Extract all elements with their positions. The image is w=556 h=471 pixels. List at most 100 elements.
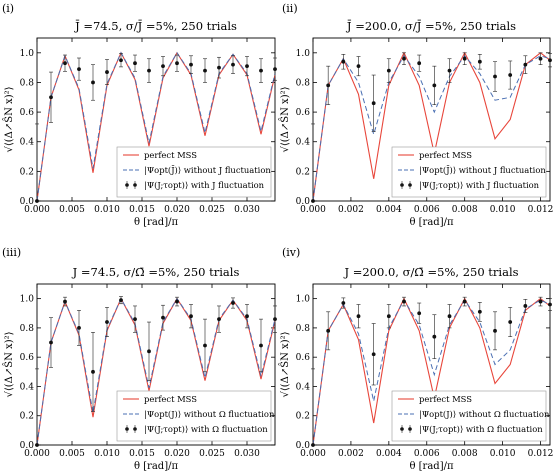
legend-label: perfect MSS [144, 394, 197, 404]
x-tick-label: 0.020 [164, 449, 190, 459]
data-point [175, 299, 179, 304]
chart-title: J̄ =74.5, σ/J̄ =5%, 250 trials [74, 19, 237, 33]
data-point [462, 299, 467, 304]
data-point [538, 56, 543, 61]
data-point [356, 314, 361, 319]
panel-label: (ii) [282, 2, 298, 15]
data-point [402, 56, 406, 61]
y-tick-label: 0.0 [20, 197, 35, 207]
y-tick-label: 0.0 [296, 197, 311, 207]
legend-label: |Ψ(J;τopt)⟩ with J fluctuation [144, 180, 265, 191]
data-point [273, 317, 277, 322]
data-point [77, 326, 81, 330]
x-tick-label: 0.000 [300, 449, 326, 459]
data-point [432, 83, 437, 88]
data-point [203, 343, 207, 348]
x-tick-label: 0.002 [338, 205, 364, 215]
x-tick-label: 0.010 [94, 205, 120, 215]
data-point [432, 334, 437, 339]
y-tick-label: 0.4 [20, 138, 35, 148]
data-point [326, 83, 331, 88]
y-tick-label: 0.8 [296, 78, 311, 88]
chart-title: J =74.5, σ/Ω̄ =5%, 250 trials [72, 265, 240, 279]
data-point [203, 68, 207, 73]
data-point [105, 70, 109, 74]
data-point [133, 317, 137, 322]
y-tick-label: 0.2 [296, 412, 310, 422]
data-point [35, 443, 39, 447]
data-point [217, 65, 221, 70]
data-point [35, 199, 39, 203]
data-point [245, 64, 249, 69]
data-point [548, 302, 552, 307]
data-point [175, 61, 179, 66]
data-point [147, 349, 151, 354]
x-tick-label: 0.010 [490, 205, 516, 215]
legend-label: perfect MSS [419, 394, 472, 404]
plot-frame [36, 37, 276, 202]
data-point [161, 315, 165, 320]
panel-label: (iii) [2, 246, 21, 259]
y-tick-label: 1.0 [296, 295, 311, 305]
data-point [356, 64, 361, 69]
legend-box [391, 390, 547, 442]
data-point [477, 309, 482, 314]
data-point [245, 314, 249, 319]
legend-label: |Ψopt(J̄)⟩ without J fluctuation [419, 164, 546, 176]
data-point [508, 320, 513, 324]
legend-label: perfect MSS [144, 150, 197, 160]
y-tick-label: 1.0 [20, 49, 35, 59]
data-point [371, 352, 376, 357]
legend-label: |Ψopt(J)⟩ without Ω fluctuation [144, 409, 275, 420]
plot-frame [312, 37, 551, 202]
x-tick-label: 0.020 [164, 205, 190, 215]
x-tick-label: 0.025 [199, 205, 225, 215]
data-point [386, 314, 391, 319]
data-point [447, 68, 452, 73]
data-point [259, 343, 263, 348]
data-point [189, 62, 193, 67]
data-point [548, 58, 552, 63]
legend-box [391, 146, 547, 198]
data-point [119, 58, 123, 63]
data-point [311, 443, 315, 447]
data-point [371, 101, 376, 106]
data-point [386, 68, 391, 73]
y-tick-label: 0.8 [20, 78, 35, 88]
data-point [147, 68, 151, 73]
x-tick-label: 0.004 [376, 205, 402, 215]
data-point [493, 74, 497, 79]
data-point [273, 67, 277, 72]
panel-label: (i) [2, 2, 14, 15]
x-tick-label: 0.012 [528, 205, 554, 215]
x-tick-label: 0.000 [300, 205, 326, 215]
data-point [462, 56, 467, 61]
data-point [217, 317, 221, 322]
data-point [447, 314, 452, 319]
y-tick-label: 0.2 [20, 167, 34, 177]
data-point [523, 62, 528, 67]
x-axis-label: θ [rad]/π [134, 461, 179, 471]
legend-label: |Ψopt(J)⟩ without Ω fluctuation [419, 409, 550, 420]
data-point [341, 301, 346, 305]
y-tick-label: 0.0 [296, 441, 311, 451]
data-point [77, 67, 81, 72]
x-tick-label: 0.000 [24, 449, 50, 459]
legend-label: |Ψ(J;τopt)⟩ with Ω fluctuation [419, 424, 543, 435]
data-point [231, 301, 235, 305]
data-point [161, 64, 165, 69]
data-point [538, 299, 543, 304]
y-tick-label: 0.2 [20, 412, 34, 422]
x-axis-label: θ [rad]/π [409, 461, 454, 471]
data-point [508, 73, 513, 77]
legend-label: |Ψopt(J̄)⟩ without J fluctuation [144, 164, 271, 176]
x-tick-label: 0.010 [94, 449, 120, 459]
data-point [417, 61, 422, 66]
x-tick-label: 0.025 [199, 449, 225, 459]
y-tick-label: 0.4 [296, 138, 311, 148]
chart-panel-2: (ii)J̄ =200.0, σ/J̄ =5%, 250 trials0.00.… [279, 2, 553, 228]
data-point [326, 328, 331, 333]
x-tick-label: 0.002 [338, 449, 364, 459]
series-line-2 [312, 54, 551, 202]
